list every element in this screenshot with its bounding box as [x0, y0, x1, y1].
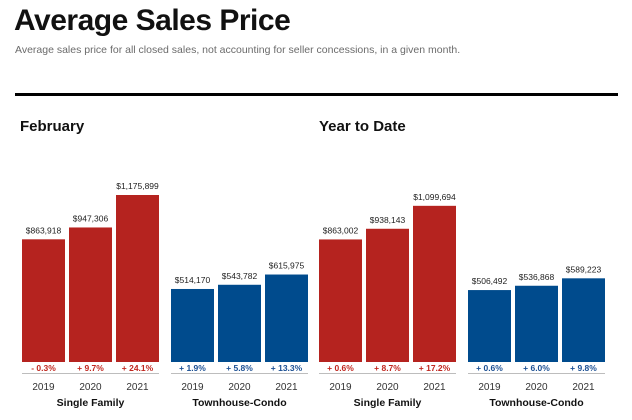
- bar-townhouse-condo-2019: [468, 290, 511, 362]
- percent-change-label: + 9.7%: [77, 363, 104, 373]
- bar-value-label: $589,223: [566, 264, 602, 274]
- year-tick-label: 2021: [275, 382, 298, 393]
- bar-single-family-2020: [69, 227, 112, 362]
- group-label: Townhouse-Condo: [192, 397, 286, 409]
- percent-change-label: + 24.1%: [122, 363, 154, 373]
- percent-change-label: + 8.7%: [374, 363, 401, 373]
- bar-value-label: $536,868: [519, 272, 555, 282]
- bar-value-label: $1,175,899: [116, 181, 159, 191]
- group-label: Single Family: [354, 397, 422, 409]
- bar-townhouse-condo-2019: [171, 288, 214, 362]
- bar-single-family-2021: [413, 205, 456, 362]
- panel-title-ytd: Year to Date: [319, 118, 406, 135]
- bar-townhouse-condo-2020: [218, 284, 261, 362]
- bar-townhouse-condo-2021: [562, 278, 605, 362]
- percent-change-label: - 0.3%: [31, 363, 56, 373]
- year-tick-label: 2020: [79, 382, 102, 393]
- year-tick-label: 2020: [228, 382, 251, 393]
- bar-townhouse-condo-2021: [265, 274, 308, 362]
- page-title: Average Sales Price: [14, 4, 291, 37]
- bar-value-label: $543,782: [222, 271, 258, 281]
- bar-value-label: $863,002: [323, 225, 359, 235]
- bar-single-family-2021: [116, 195, 159, 362]
- bar-value-label: $938,143: [370, 215, 406, 225]
- bar-townhouse-condo-2020: [515, 285, 558, 362]
- year-tick-label: 2019: [478, 382, 501, 393]
- percent-change-label: + 0.6%: [327, 363, 354, 373]
- year-tick-label: 2020: [376, 382, 399, 393]
- percent-change-label: + 5.8%: [226, 363, 253, 373]
- bar-value-label: $506,492: [472, 276, 508, 286]
- percent-change-label: + 6.0%: [523, 363, 550, 373]
- group-label: Townhouse-Condo: [489, 397, 583, 409]
- bar-value-label: $863,918: [26, 225, 62, 235]
- percent-change-label: + 1.9%: [179, 363, 206, 373]
- year-tick-label: 2019: [32, 382, 55, 393]
- year-tick-label: 2021: [423, 382, 446, 393]
- title-divider: [15, 93, 618, 96]
- group-label: Single Family: [57, 397, 125, 409]
- year-tick-label: 2020: [525, 382, 548, 393]
- year-tick-label: 2021: [126, 382, 149, 393]
- bar-value-label: $514,170: [175, 275, 211, 285]
- bar-single-family-2019: [22, 239, 65, 362]
- bar-value-label: $947,306: [73, 213, 109, 223]
- bar-single-family-2019: [319, 239, 362, 362]
- year-tick-label: 2021: [572, 382, 595, 393]
- bar-value-label: $615,975: [269, 261, 305, 271]
- year-tick-label: 2019: [329, 382, 352, 393]
- page-subtitle: Average sales price for all closed sales…: [15, 44, 461, 56]
- percent-change-label: + 9.8%: [570, 363, 597, 373]
- percent-change-label: + 17.2%: [419, 363, 451, 373]
- percent-change-label: + 13.3%: [271, 363, 303, 373]
- bar-value-label: $1,099,694: [413, 192, 456, 202]
- bar-single-family-2020: [366, 228, 409, 362]
- percent-change-label: + 0.6%: [476, 363, 503, 373]
- panel-title-february: February: [20, 118, 85, 135]
- year-tick-label: 2019: [181, 382, 204, 393]
